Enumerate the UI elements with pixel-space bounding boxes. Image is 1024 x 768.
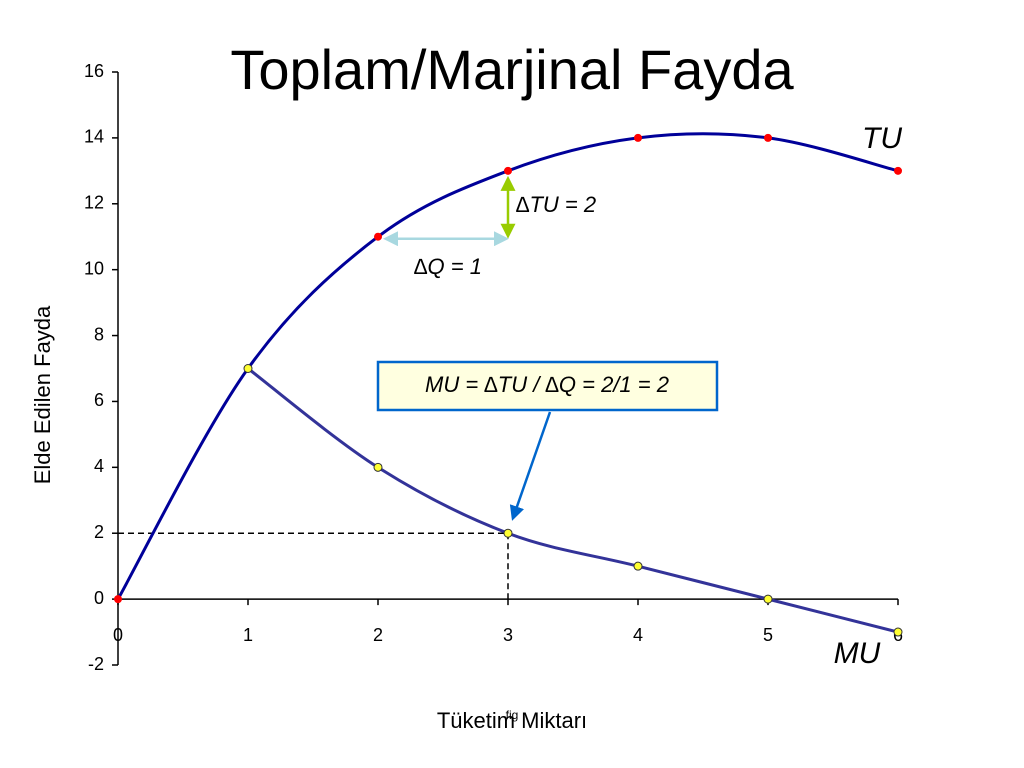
data-point — [504, 166, 512, 175]
annotation: ∆TU = 2 — [516, 192, 596, 217]
annotation: ∆Q = 1 — [414, 254, 482, 279]
y-tick-label: 2 — [94, 522, 104, 542]
y-tick-label: 16 — [84, 61, 104, 81]
y-tick-label: 12 — [84, 193, 104, 213]
series-line — [247, 367, 899, 634]
x-tick-label: 4 — [633, 625, 643, 645]
x-tick-label: 0 — [113, 625, 123, 645]
y-axis-label: Elde Edilen Fayda — [30, 305, 55, 484]
y-tick-label: 4 — [94, 456, 104, 476]
data-point — [893, 627, 903, 637]
data-point — [373, 462, 383, 472]
data-point — [894, 166, 902, 175]
annotation: MU = ∆TU / ∆Q = 2/1 = 2 — [425, 372, 669, 397]
y-tick-label: -2 — [88, 654, 104, 674]
y-tick-label: 14 — [84, 127, 104, 147]
y-tick-label: 0 — [94, 588, 104, 608]
x-tick-label: 5 — [763, 625, 773, 645]
annotation-box — [376, 360, 719, 412]
chart-title: Toplam/Marjinal Fayda — [230, 38, 794, 101]
data-point — [243, 364, 253, 373]
data-point — [634, 133, 642, 142]
data-point — [764, 133, 772, 142]
x-tick-label: 3 — [503, 625, 513, 645]
x-tick-label: 1 — [243, 625, 253, 645]
annotation: fig — [506, 708, 519, 722]
y-tick-label: 10 — [84, 258, 104, 278]
series-label: MU — [834, 637, 881, 670]
data-point — [374, 232, 382, 241]
data-point — [114, 595, 122, 604]
data-point — [503, 528, 513, 538]
data-point — [763, 594, 773, 604]
data-point — [633, 561, 643, 571]
y-tick-label: 6 — [94, 390, 104, 410]
y-tick-label: 8 — [94, 324, 104, 344]
series-label: TU — [862, 122, 902, 155]
x-axis-label: Tüketim Miktarı — [437, 708, 587, 733]
x-tick-label: 2 — [373, 625, 383, 645]
annotation-arrow — [509, 411, 552, 521]
